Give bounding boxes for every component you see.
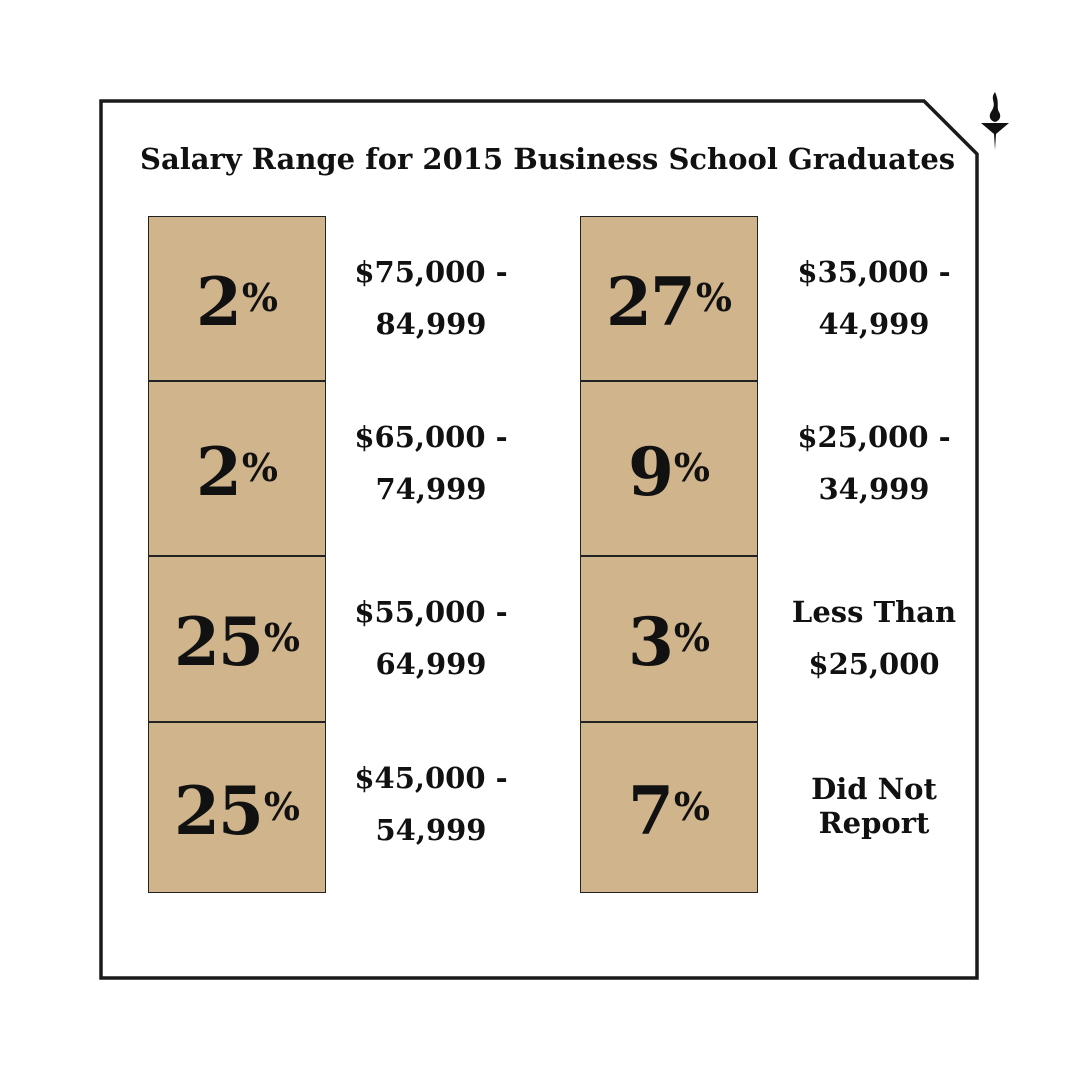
range-label-line-2: Report: [818, 806, 930, 840]
percent-value: 25%: [149, 603, 325, 681]
percent-number: 25: [174, 603, 264, 682]
range-label-line-2: 64,999: [375, 647, 487, 681]
range-label: $65,000 - 74,999: [336, 411, 526, 515]
range-label-line-1: Did Not: [811, 772, 937, 806]
range-label-line-2: 84,999: [375, 307, 487, 341]
range-label: Did Not Report: [774, 772, 974, 840]
percent-tile: 7%: [580, 722, 758, 893]
percent-sign: %: [673, 444, 711, 490]
percent-sign: %: [263, 783, 300, 829]
percent-number: 9: [627, 432, 674, 511]
percent-number: 25: [174, 771, 264, 850]
range-label-line-1: $75,000 -: [354, 255, 508, 289]
percent-value: 2%: [149, 433, 325, 511]
percent-number: 2: [195, 262, 242, 341]
range-label: $55,000 - 64,999: [336, 586, 526, 690]
percent-number: 3: [627, 603, 674, 682]
percent-value: 9%: [581, 433, 757, 511]
range-label-line-1: $45,000 -: [354, 761, 508, 795]
torch-logo-icon: [981, 92, 1009, 150]
percent-sign: %: [241, 274, 279, 320]
range-label: $25,000 - 34,999: [774, 411, 974, 515]
percent-sign: %: [673, 615, 711, 661]
chart-title: Salary Range for 2015 Business School Gr…: [140, 142, 956, 176]
percent-sign: %: [263, 615, 300, 661]
range-label-line-2: 54,999: [375, 813, 487, 847]
percent-value: 2%: [149, 263, 325, 341]
percent-tile: 2%: [148, 381, 326, 556]
percent-value: 3%: [581, 603, 757, 681]
percent-value: 27%: [581, 263, 757, 341]
percent-value: 7%: [581, 772, 757, 850]
range-label-line-2: 74,999: [375, 472, 487, 506]
range-label-line-2: 44,999: [818, 307, 930, 341]
percent-number: 27: [606, 262, 696, 341]
range-label-line-1: $25,000 -: [797, 420, 951, 454]
range-label: $45,000 - 54,999: [336, 752, 526, 856]
percent-value: 25%: [149, 772, 325, 850]
percent-sign: %: [241, 444, 279, 490]
percent-sign: %: [695, 274, 732, 320]
range-label: $35,000 - 44,999: [774, 246, 974, 350]
percent-tile: 9%: [580, 381, 758, 556]
range-label-line-1: $35,000 -: [797, 255, 951, 289]
percent-number: 7: [627, 771, 674, 850]
percent-tile: 3%: [580, 556, 758, 722]
range-label-line-1: Less Than: [791, 595, 957, 629]
range-label-line-1: $55,000 -: [354, 595, 508, 629]
range-label-line-2: 34,999: [818, 472, 930, 506]
percent-sign: %: [673, 783, 711, 829]
percent-tile: 27%: [580, 216, 758, 381]
percent-number: 2: [195, 432, 242, 511]
range-label: $75,000 - 84,999: [336, 246, 526, 350]
range-label-line-1: $65,000 -: [354, 420, 508, 454]
percent-tile: 2%: [148, 216, 326, 381]
percent-tile: 25%: [148, 556, 326, 722]
percent-tile: 25%: [148, 722, 326, 893]
range-label-line-2: $25,000: [808, 647, 940, 681]
range-label: Less Than $25,000: [774, 586, 974, 690]
